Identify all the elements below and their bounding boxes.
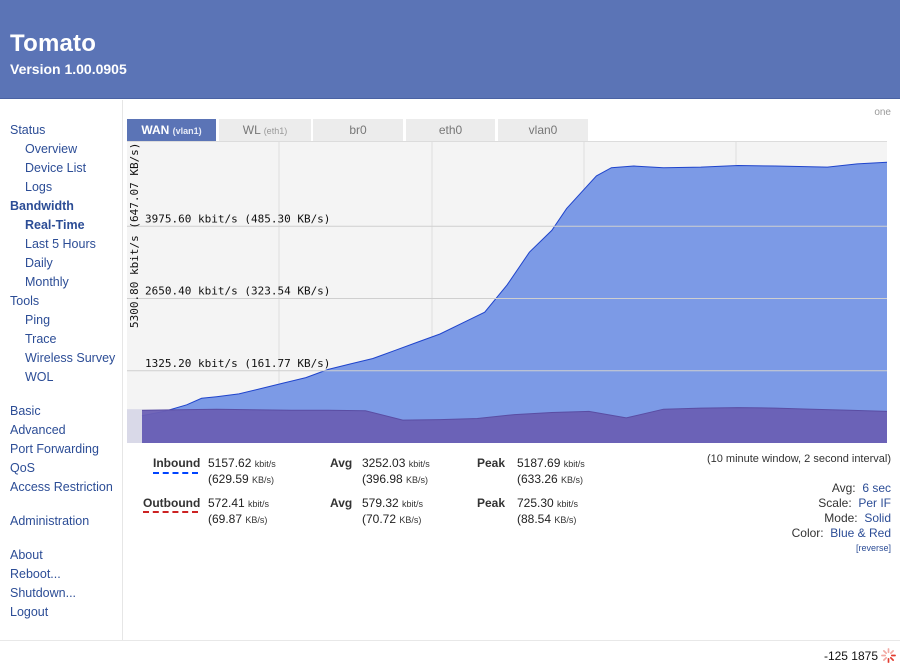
reverse-link[interactable]: [reverse] (855, 543, 891, 553)
sidebar-item-about[interactable]: About (10, 548, 43, 562)
outbound-current: 572.41 kbit/s (69.87 KB/s) (208, 496, 270, 526)
inbound-peak: 5187.69 kbit/s (633.26 KB/s) (517, 456, 585, 486)
tab-label: vlan0 (528, 123, 558, 137)
tab-label: WAN (141, 123, 170, 137)
tab-sublabel: (vlan1) (172, 126, 202, 136)
sidebar-item-last-5-hours[interactable]: Last 5 Hours (25, 237, 96, 251)
outbound-legend-line (143, 511, 198, 513)
sidebar-item-advanced[interactable]: Advanced (10, 423, 66, 437)
app-title: Tomato (10, 30, 97, 57)
tab-vlan0[interactable]: vlan0 (498, 119, 588, 141)
outbound-avg-label: Avg (330, 496, 353, 510)
sidebar-item-basic[interactable]: Basic (10, 404, 41, 418)
footer-status: -125 1875 (823, 649, 878, 663)
color-option-value[interactable]: Blue & Red (830, 526, 891, 540)
inbound-current: 5157.62 kbit/s (629.59 KB/s) (208, 456, 276, 486)
window-note: (10 minute window, 2 second interval) (706, 453, 891, 465)
outbound-label: Outbound (143, 496, 201, 510)
sidebar-item-real-time[interactable]: Real-Time (25, 218, 85, 232)
sidebar-item-bandwidth[interactable]: Bandwidth (10, 199, 74, 213)
sidebar-item-wireless-survey[interactable]: Wireless Survey (25, 351, 116, 365)
mode-option-value[interactable]: Solid (864, 511, 891, 525)
sidebar-item-access-restriction[interactable]: Access Restriction (10, 480, 113, 494)
tab-br0[interactable]: br0 (313, 119, 403, 141)
sidebar-item-trace[interactable]: Trace (25, 332, 57, 346)
sidebar-item-tools[interactable]: Tools (10, 294, 40, 308)
color-option: Color: Blue & Red (791, 526, 891, 540)
header: Tomato Version 1.00.0905 (0, 0, 900, 99)
one-link[interactable]: one (874, 107, 891, 118)
inbound-peak-label: Peak (477, 456, 506, 470)
y-axis-label: 5300.80 kbit/s (647.07 KB/s) > (128, 142, 141, 328)
inbound-legend-line (153, 472, 198, 474)
tab-label: WL (242, 123, 261, 137)
outbound-peak-label: Peak (477, 496, 506, 510)
sidebar-item-administration[interactable]: Administration (10, 514, 90, 528)
outbound-avg: 579.32 kbit/s (70.72 KB/s) (362, 496, 424, 526)
avg-option-value[interactable]: 6 sec (862, 481, 891, 495)
sidebar-item-port-forwarding[interactable]: Port Forwarding (10, 442, 99, 456)
y-gridline-label: 3975.60 kbit/s (485.30 KB/s) (145, 212, 330, 225)
inbound-avg-label: Avg (330, 456, 353, 470)
tab-label: br0 (349, 123, 367, 137)
sidebar-item-ping[interactable]: Ping (25, 313, 51, 327)
avg-option: Avg: 6 sec (831, 481, 891, 495)
tab-label: eth0 (438, 123, 463, 137)
sidebar-item-logout[interactable]: Logout (10, 605, 49, 619)
sidebar-item-device-list[interactable]: Device List (25, 161, 87, 175)
area-outbound (142, 407, 887, 443)
y-gridline-label: 1325.20 kbit/s (161.77 KB/s) (145, 357, 330, 370)
area-inbound (142, 162, 887, 443)
sidebar-item-reboot[interactable]: Reboot... (10, 567, 61, 581)
inbound-avg: 3252.03 kbit/s (396.98 KB/s) (362, 456, 430, 486)
tab-eth0[interactable]: eth0 (406, 119, 495, 141)
sidebar-item-overview[interactable]: Overview (25, 142, 78, 156)
main-content: one WAN (vlan1) WL (eth1) br0 eth0 vlan0… (124, 100, 900, 640)
outbound-peak: 725.30 kbit/s (88.54 KB/s) (517, 496, 579, 526)
line-inbound (141, 161, 888, 417)
sidebar-item-monthly[interactable]: Monthly (25, 275, 69, 289)
bandwidth-chart: 1325.20 kbit/s (161.77 KB/s) 2650.40 kbit… (127, 129, 888, 443)
app-version: Version 1.00.0905 (10, 61, 127, 77)
scale-option-value[interactable]: Per IF (858, 496, 891, 510)
sidebar: Status Overview Device List Logs Bandwidth Re… (0, 100, 123, 640)
history-gap (127, 409, 142, 443)
y-gridline-label: 2650.40 kbit/s (323.54 KB/s) (145, 285, 330, 298)
inbound-label: Inbound (153, 456, 201, 470)
bandwidth-graph: 1325.20 kbit/s (161.77 KB/s) 2650.40 kbit… (127, 129, 888, 443)
tab-wan[interactable]: WAN (vlan1) (127, 119, 216, 141)
tab-sublabel: (eth1) (263, 126, 288, 136)
sidebar-item-qos[interactable]: QoS (10, 461, 36, 475)
sidebar-item-status[interactable]: Status (10, 123, 46, 137)
sidebar-item-shutdown[interactable]: Shutdown... (10, 586, 77, 600)
loading-spinner-icon (881, 648, 896, 663)
scale-option: Scale: Per IF (818, 496, 891, 510)
line-outbound (141, 407, 888, 421)
sidebar-item-logs[interactable]: Logs (25, 180, 53, 194)
sidebar-item-wol[interactable]: WOL (25, 370, 54, 384)
sidebar-item-daily[interactable]: Daily (25, 256, 53, 270)
footer: -125 1875 (0, 640, 900, 669)
mode-option: Mode: Solid (824, 511, 891, 525)
tab-wl[interactable]: WL (eth1) (219, 119, 311, 141)
